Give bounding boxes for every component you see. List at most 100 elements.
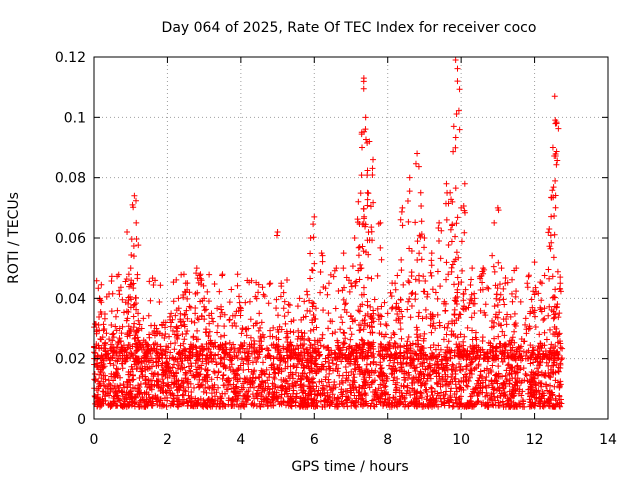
data-point <box>456 86 463 93</box>
data-point <box>236 293 243 300</box>
data-point <box>183 307 190 314</box>
data-point <box>477 347 484 354</box>
data-point <box>411 386 418 393</box>
data-point <box>221 323 228 330</box>
data-point <box>228 286 235 293</box>
data-point <box>130 243 137 250</box>
data-point <box>421 235 428 241</box>
data-point <box>182 352 189 359</box>
data-point <box>169 327 176 334</box>
data-point <box>305 335 312 342</box>
data-point <box>368 275 375 282</box>
data-point <box>523 326 530 333</box>
data-point <box>370 307 377 314</box>
data-point <box>201 400 208 407</box>
data-point <box>102 347 109 354</box>
data-point <box>542 381 549 388</box>
data-point <box>538 371 545 378</box>
data-point <box>405 298 412 305</box>
data-point <box>407 314 414 321</box>
data-point <box>432 289 439 296</box>
data-point <box>197 298 204 305</box>
data-point <box>364 298 371 305</box>
data-point <box>546 400 553 407</box>
data-point <box>290 317 297 324</box>
data-point <box>176 386 183 393</box>
data-point <box>292 369 299 376</box>
y-tick-label: 0.12 <box>55 50 86 66</box>
data-point <box>499 328 506 335</box>
data-point <box>382 346 389 353</box>
data-point <box>112 389 119 396</box>
data-point <box>267 327 274 334</box>
data-point <box>228 345 235 352</box>
data-point <box>377 344 384 351</box>
data-point <box>335 339 342 346</box>
data-point <box>126 371 133 378</box>
data-point <box>353 395 360 402</box>
data-point <box>449 370 456 377</box>
data-point <box>526 323 533 330</box>
data-point <box>132 393 139 400</box>
data-point <box>280 343 287 350</box>
data-point <box>371 296 378 303</box>
data-point <box>524 377 531 384</box>
data-point <box>107 341 114 348</box>
data-point <box>210 318 217 325</box>
data-point <box>511 328 518 335</box>
data-point <box>437 383 444 390</box>
data-point <box>416 277 423 284</box>
data-point <box>456 366 463 373</box>
data-point <box>417 389 424 396</box>
data-point <box>147 385 154 392</box>
data-point <box>127 293 134 300</box>
data-point <box>332 329 339 336</box>
data-point <box>448 385 455 392</box>
data-point <box>501 355 508 362</box>
data-point <box>428 272 435 279</box>
data-point <box>245 366 252 373</box>
data-point <box>551 93 558 100</box>
data-point <box>535 379 542 386</box>
data-point <box>513 379 520 386</box>
data-point <box>307 344 314 351</box>
data-point <box>549 403 556 410</box>
data-point <box>240 402 247 409</box>
data-point <box>185 378 192 385</box>
data-point <box>447 392 454 399</box>
data-point <box>418 382 425 389</box>
data-point <box>549 273 556 280</box>
data-point <box>386 362 393 369</box>
data-point <box>546 243 553 250</box>
data-point <box>419 363 426 370</box>
data-point <box>145 312 152 319</box>
data-point <box>379 377 386 384</box>
data-point <box>151 322 158 329</box>
data-point <box>458 238 465 245</box>
data-point <box>557 288 564 295</box>
data-point <box>235 308 242 315</box>
data-point <box>273 296 280 303</box>
data-point <box>284 277 291 284</box>
data-point <box>339 401 346 408</box>
data-point <box>254 320 261 327</box>
data-point <box>293 390 300 397</box>
data-point <box>187 380 194 387</box>
data-point <box>361 128 368 135</box>
data-point <box>464 324 471 331</box>
data-point <box>252 375 259 382</box>
data-point <box>192 395 199 402</box>
data-point <box>452 185 459 192</box>
data-point <box>308 402 315 409</box>
data-point <box>359 402 366 409</box>
data-point <box>331 267 338 274</box>
data-point <box>330 385 337 392</box>
data-point <box>530 359 537 366</box>
data-point <box>398 364 405 371</box>
data-point <box>410 362 417 369</box>
data-point <box>98 299 105 306</box>
data-point <box>418 394 425 401</box>
data-point <box>99 397 106 404</box>
data-point <box>479 279 486 286</box>
data-point <box>545 266 552 273</box>
